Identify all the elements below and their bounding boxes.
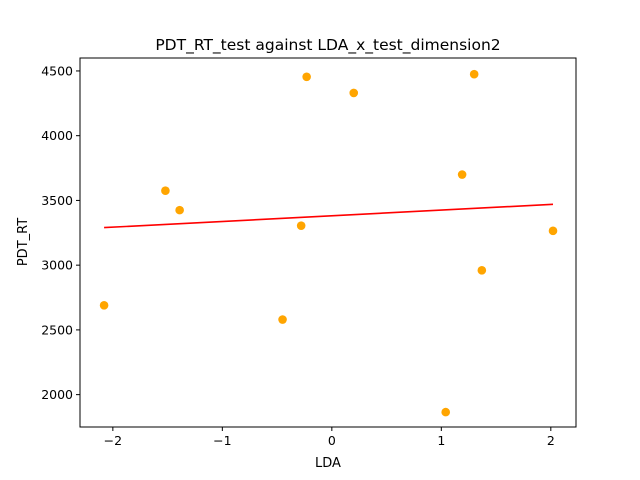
data-point — [161, 186, 170, 196]
x-axis-ticks: −2 −1 0 1 2 — [104, 427, 555, 448]
plot-area — [80, 58, 576, 427]
data-point — [99, 300, 109, 310]
y-tick-label: 4000 — [41, 128, 73, 143]
data-point — [457, 170, 467, 179]
fit-lines — [104, 203, 554, 229]
y-tick-label: 2000 — [41, 387, 73, 402]
data-point — [477, 266, 487, 275]
y-tick-label: 4500 — [41, 63, 73, 78]
plot-frame-border — [79, 57, 577, 428]
data-point — [296, 221, 306, 230]
y-tick-label: 3000 — [41, 258, 73, 273]
x-tick-label: −1 — [213, 433, 231, 448]
data-point — [278, 315, 287, 324]
data-point — [441, 407, 451, 417]
data-point — [349, 88, 359, 98]
data-point — [548, 226, 558, 236]
data-point — [175, 205, 184, 215]
x-tick-label: 2 — [547, 433, 555, 448]
x-tick-label: 0 — [328, 433, 336, 448]
y-axis-ticks: 2000 2500 3000 3500 4000 4500 — [41, 63, 80, 402]
scatter-points — [99, 69, 558, 417]
y-tick-label: 2500 — [41, 322, 73, 337]
regression-line — [104, 203, 554, 229]
y-axis-label: PDT_RT — [16, 218, 31, 266]
x-tick-label: −2 — [104, 433, 122, 448]
x-tick-label: 1 — [437, 433, 445, 448]
data-point — [302, 72, 311, 82]
data-point — [469, 69, 479, 79]
x-axis-label: LDA — [315, 456, 341, 471]
chart-title: PDT_RT_test against LDA_x_test_dimension… — [155, 36, 500, 55]
y-tick-label: 3500 — [41, 193, 73, 208]
